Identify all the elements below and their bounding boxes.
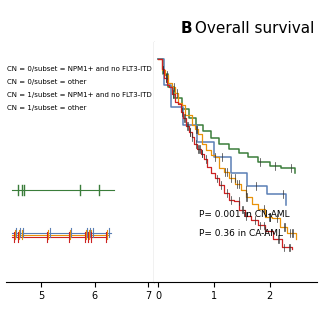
Text: CN = 0/subset = other: CN = 0/subset = other xyxy=(7,79,87,85)
Text: CN = 0/subset = NPM1+ and no FLT3-ITD: CN = 0/subset = NPM1+ and no FLT3-ITD xyxy=(7,66,152,72)
Text: CN = 1/subset = other: CN = 1/subset = other xyxy=(7,105,87,111)
Text: CN = 1/subset = NPM1+ and no FLT3-ITD: CN = 1/subset = NPM1+ and no FLT3-ITD xyxy=(7,92,152,98)
Text: P= 0.36 in CA-AML: P= 0.36 in CA-AML xyxy=(199,229,284,238)
Text: B: B xyxy=(181,21,192,36)
Text: P= 0.001 in CN-AML: P= 0.001 in CN-AML xyxy=(199,210,290,219)
Text: Overall survival: Overall survival xyxy=(190,21,315,36)
